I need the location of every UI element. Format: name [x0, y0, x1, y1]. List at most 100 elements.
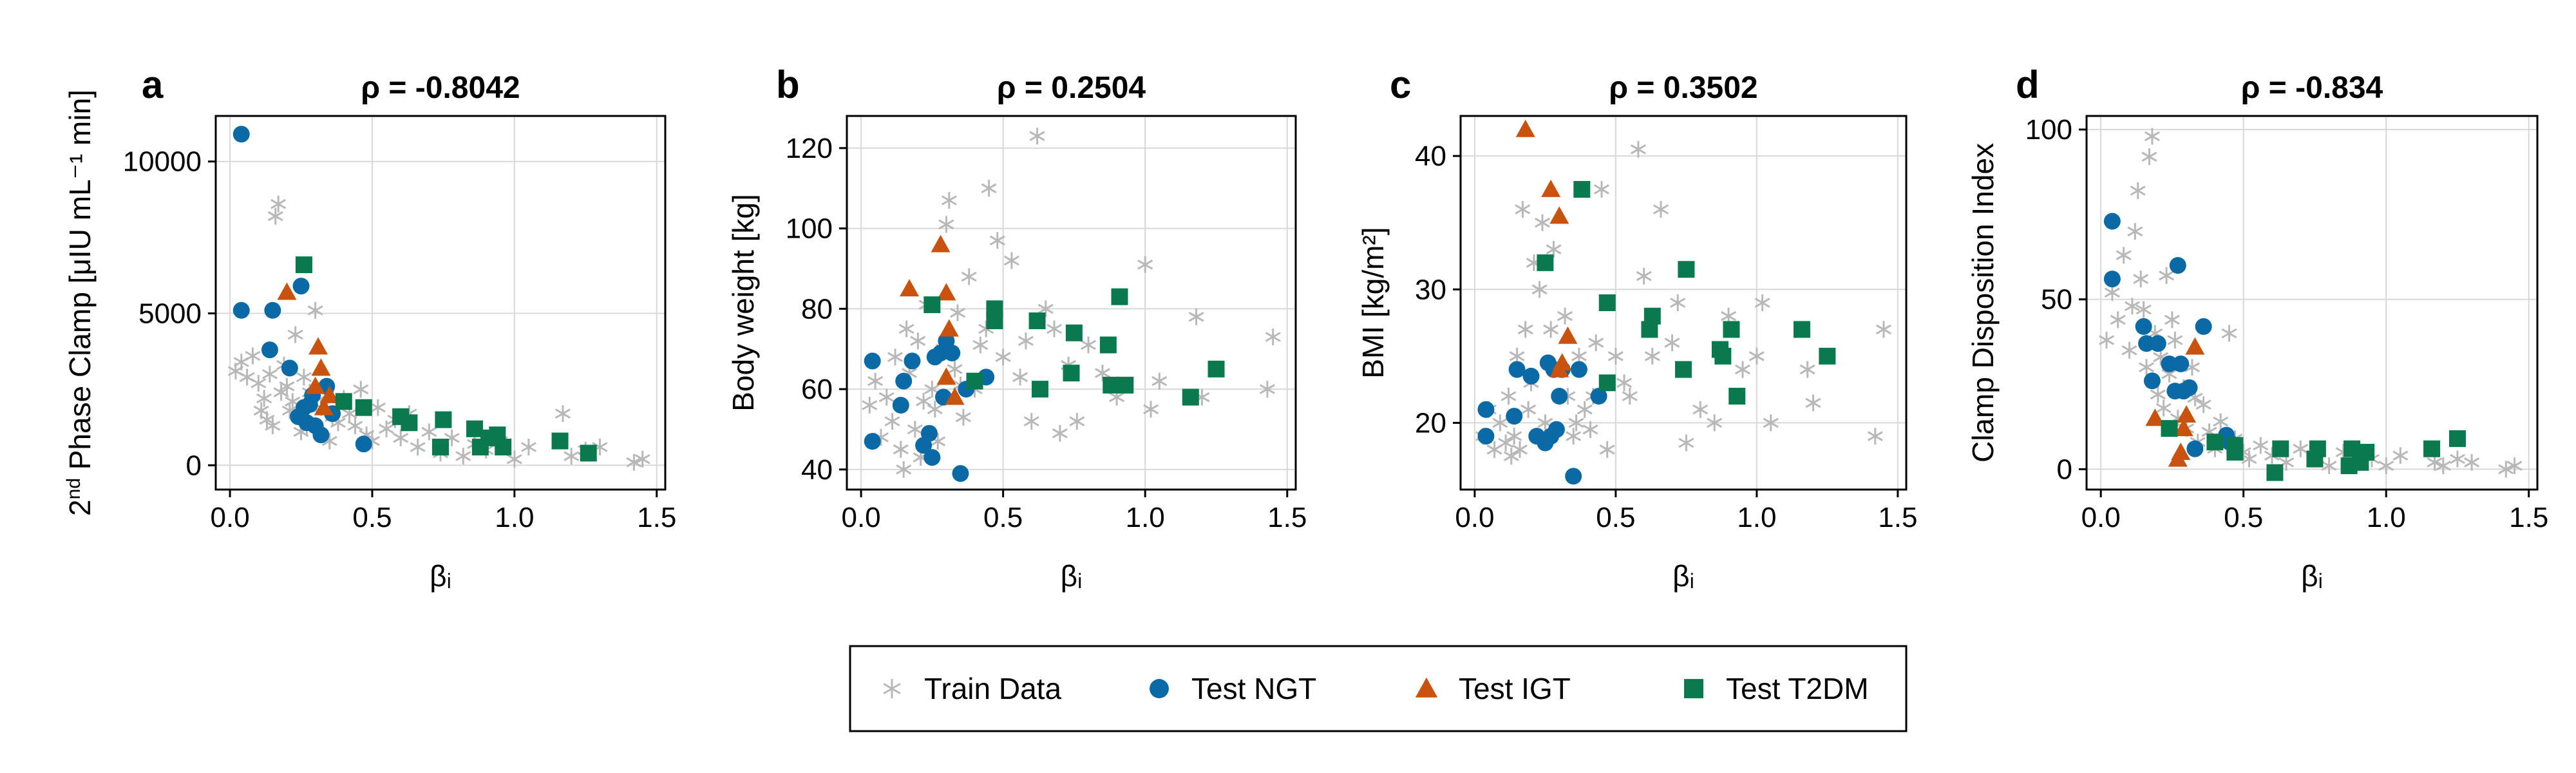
- legend: Train Data Test NGT Test IGT Test T2DM: [849, 645, 1908, 732]
- data-point-train: [455, 448, 471, 465]
- data-point-ngt: [2186, 440, 2204, 457]
- series-igt: [2145, 337, 2205, 467]
- data-point-igt: [936, 367, 956, 385]
- y-tick-label: 40: [801, 454, 833, 486]
- data-point-train: [1630, 140, 1646, 158]
- legend-marker-igt: [1415, 677, 1438, 698]
- data-point-train: [261, 365, 278, 383]
- data-point-t2dm: [1598, 374, 1616, 392]
- data-point-train: [393, 429, 409, 446]
- panel-title: ρ = -0.834: [2241, 71, 2383, 105]
- data-point-igt: [1541, 179, 1561, 197]
- data-point-igt: [305, 376, 325, 394]
- data-point-train: [2141, 148, 2157, 166]
- x-tick-label: 1.0: [2367, 502, 2406, 533]
- data-point-ngt: [264, 301, 281, 319]
- data-point-train: [1754, 294, 1770, 311]
- data-point-ngt: [952, 465, 969, 482]
- x-tick-label: 0.5: [352, 502, 392, 533]
- x-tick-label: 1.5: [2509, 502, 2548, 533]
- legend-entry-ngt: Test NGT: [1150, 672, 1316, 705]
- data-point-train: [1003, 252, 1019, 269]
- data-point-t2dm: [1793, 321, 1810, 338]
- series-train: [227, 195, 650, 471]
- x-tick-label: 1.0: [495, 502, 534, 533]
- plot-frame: [846, 115, 1297, 491]
- data-point-ngt: [2103, 271, 2121, 288]
- y-tick-label: 100: [786, 213, 833, 245]
- data-point-train: [1506, 428, 1522, 445]
- data-point-train: [1037, 300, 1054, 318]
- series-t2dm: [1537, 180, 1836, 405]
- panel-title: ρ = -0.8042: [361, 71, 520, 105]
- data-point-t2dm: [1728, 388, 1746, 405]
- legend-box: [849, 645, 1908, 732]
- data-point-train: [1492, 414, 1508, 432]
- data-point-train: [1503, 448, 1519, 465]
- data-point-train: [1080, 336, 1096, 354]
- data-point-train: [2136, 301, 2152, 318]
- y-tick-label: 100: [2025, 114, 2072, 146]
- data-point-train: [1867, 428, 1883, 445]
- data-point-ngt: [1522, 367, 1540, 385]
- data-point-train: [887, 348, 904, 366]
- data-point-train: [410, 439, 426, 455]
- x-tick-label: 0.0: [211, 502, 250, 533]
- data-point-train: [245, 347, 261, 365]
- data-point-train: [370, 399, 386, 416]
- data-point-train: [1520, 401, 1537, 418]
- series-igt: [1515, 119, 1578, 377]
- data-point-ngt: [864, 433, 881, 450]
- data-point-t2dm: [2226, 444, 2244, 461]
- data-point-train: [878, 388, 895, 406]
- data-point-train: [1018, 332, 1034, 350]
- data-point-t2dm: [580, 444, 597, 462]
- y-tick-label: 0: [186, 450, 202, 481]
- data-point-ngt: [864, 352, 881, 370]
- data-point-t2dm: [1031, 381, 1048, 398]
- y-tick-label: 40: [1415, 140, 1446, 172]
- legend-marker-train: [883, 679, 901, 698]
- legend-label: Test IGT: [1459, 672, 1571, 705]
- data-point-train: [2155, 399, 2172, 417]
- data-point-igt: [936, 283, 956, 301]
- x-tick-label: 1.0: [1126, 502, 1165, 533]
- data-point-t2dm: [2272, 440, 2289, 457]
- data-point-ngt: [1477, 401, 1495, 418]
- y-axis-label: Clamp Disposition Index: [1966, 143, 2000, 463]
- x-tick-label: 0.0: [2081, 502, 2121, 533]
- data-point-train: [947, 360, 963, 377]
- data-point-train: [1582, 421, 1598, 438]
- y-tick-label: 120: [786, 133, 833, 164]
- data-point-train: [1069, 413, 1085, 430]
- data-point-train: [1636, 267, 1652, 285]
- data-point-train: [1511, 441, 1528, 458]
- x-tick-label: 1.5: [1878, 502, 1917, 533]
- x-axis-label: βᵢ: [2301, 559, 2323, 593]
- data-point-train: [1568, 414, 1584, 432]
- data-point-train: [1023, 413, 1039, 430]
- y-axis-label: 2nd Phase Clamp [μIU mL⁻¹ min]: [63, 90, 97, 516]
- data-point-train: [1593, 180, 1609, 198]
- data-point-t2dm: [1598, 294, 1616, 311]
- data-point-train: [1678, 434, 1694, 452]
- data-point-ngt: [923, 449, 941, 466]
- data-point-ngt: [2149, 335, 2166, 352]
- data-point-t2dm: [2448, 430, 2466, 447]
- data-point-train: [2378, 457, 2394, 475]
- data-point-train: [2164, 311, 2180, 329]
- data-point-train: [1501, 388, 1517, 405]
- data-point-ngt: [312, 426, 330, 444]
- data-point-train: [2392, 447, 2409, 464]
- legend-entry-igt: Test IGT: [1415, 672, 1571, 705]
- data-point-train: [1151, 372, 1168, 390]
- data-point-train: [520, 439, 536, 455]
- y-tick-label: 80: [801, 293, 833, 325]
- data-point-train: [941, 192, 957, 209]
- data-point-t2dm: [432, 438, 449, 455]
- data-point-train: [961, 268, 977, 285]
- data-point-train: [1012, 368, 1028, 386]
- data-point-igt: [308, 337, 328, 355]
- data-point-t2dm: [1103, 376, 1120, 394]
- data-point-train: [884, 413, 900, 430]
